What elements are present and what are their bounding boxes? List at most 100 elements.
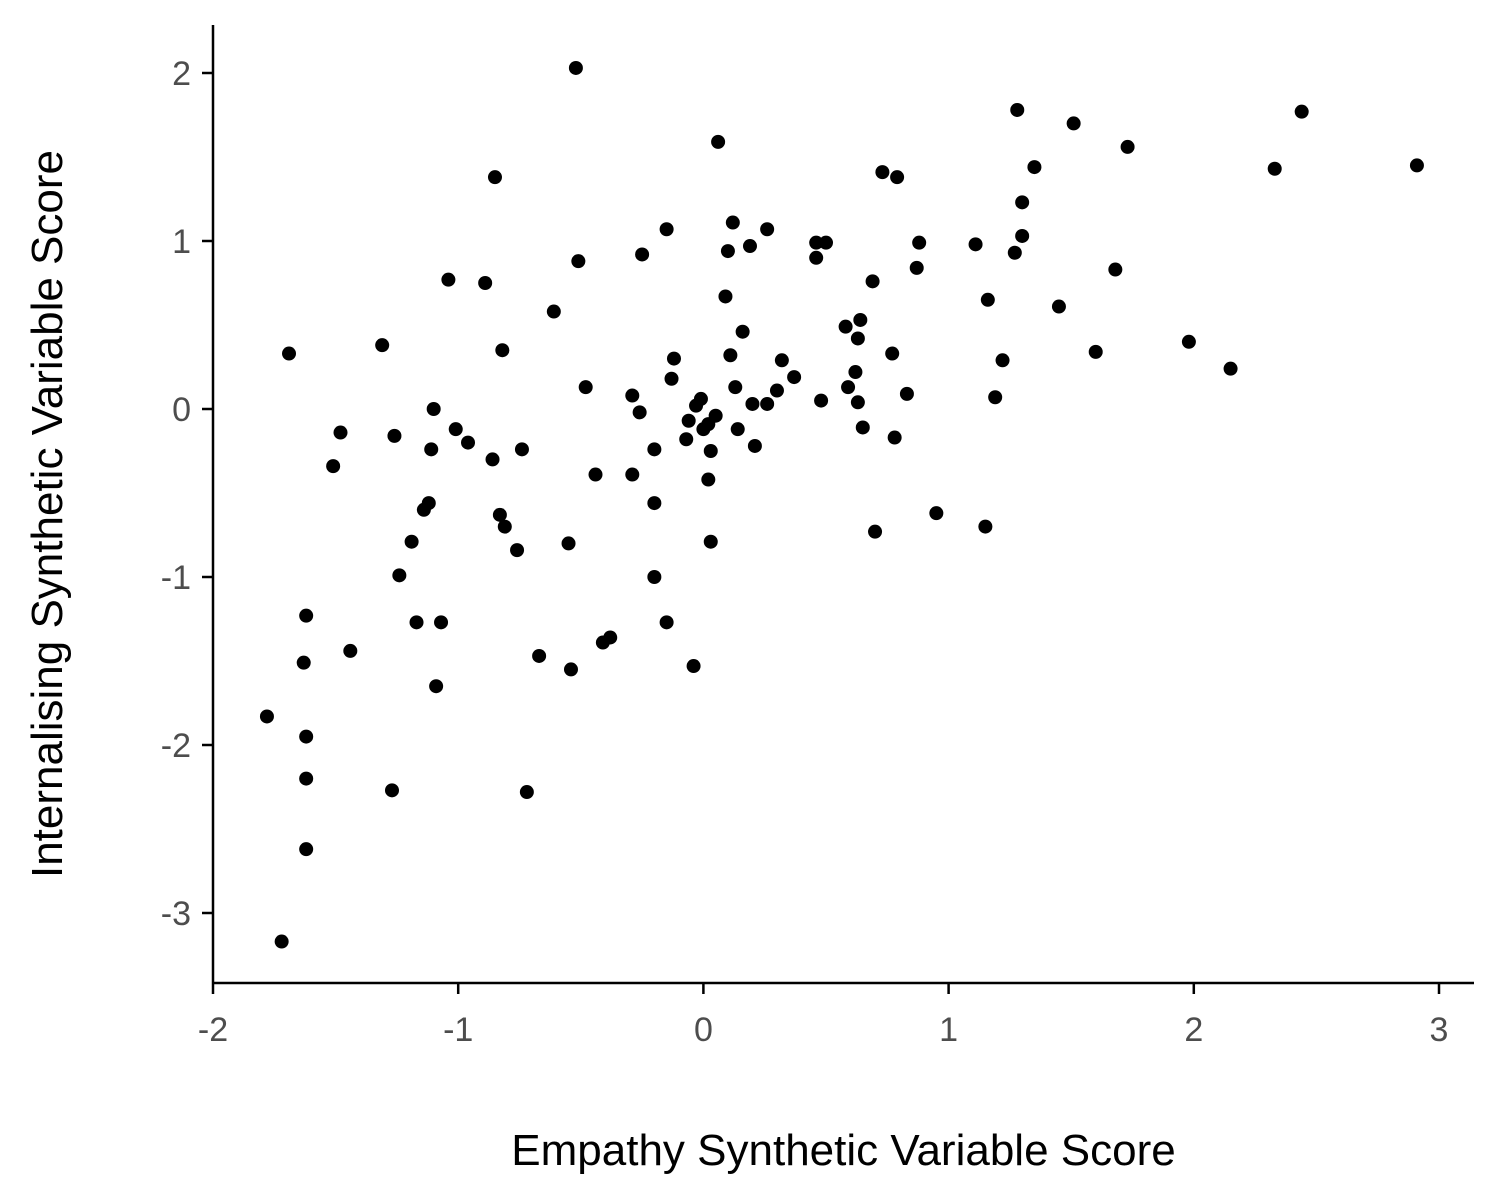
data-point	[855, 420, 870, 435]
data-point	[703, 444, 718, 458]
data-point	[929, 506, 944, 521]
data-point	[980, 292, 995, 307]
data-point	[392, 568, 407, 583]
data-point	[718, 289, 733, 304]
data-point	[259, 709, 274, 724]
data-point	[735, 324, 750, 339]
data-point	[747, 438, 762, 453]
data-point	[510, 543, 525, 558]
data-point	[760, 396, 775, 411]
data-point	[326, 459, 341, 474]
data-point	[299, 842, 314, 857]
data-point	[485, 452, 500, 467]
data-point	[723, 348, 738, 363]
data-point	[647, 442, 662, 457]
data-point	[595, 635, 610, 650]
data-point	[838, 319, 853, 334]
x-tick-label: 2	[1184, 1011, 1203, 1049]
data-point	[478, 276, 493, 290]
data-point	[375, 338, 390, 353]
data-point	[1108, 262, 1123, 277]
data-point	[416, 502, 431, 517]
y-axis-title: Internalising Synthetic Variable Score	[23, 150, 72, 878]
data-point	[625, 467, 640, 482]
data-point	[495, 343, 510, 358]
data-point	[519, 785, 534, 800]
data-point	[632, 405, 647, 420]
data-point	[725, 215, 740, 230]
data-point	[546, 304, 561, 319]
data-point	[696, 422, 711, 437]
y-tick-label: 2	[172, 55, 191, 93]
data-point	[686, 659, 701, 674]
data-point	[841, 380, 856, 395]
data-point	[850, 395, 865, 410]
data-point	[441, 272, 456, 287]
y-axis-title-group: Internalising Synthetic Variable Score	[23, 150, 72, 878]
data-point	[1181, 334, 1196, 349]
data-point	[1120, 139, 1135, 154]
data-point	[497, 519, 512, 534]
data-point	[429, 679, 444, 694]
data-point	[769, 383, 784, 398]
data-point	[853, 312, 868, 327]
data-point	[995, 353, 1010, 368]
data-point	[532, 648, 547, 663]
data-point	[728, 380, 743, 395]
data-point	[848, 365, 863, 380]
y-tick-label: -2	[161, 727, 191, 765]
data-point	[409, 615, 424, 630]
data-point	[625, 388, 640, 403]
data-point	[819, 235, 833, 250]
y-tick-label: 1	[172, 223, 191, 261]
data-point	[968, 237, 983, 252]
data-point	[720, 244, 735, 259]
data-point	[1051, 299, 1066, 314]
data-point	[1409, 158, 1424, 173]
data-point	[899, 386, 914, 401]
data-point	[387, 428, 402, 443]
data-point	[404, 534, 419, 549]
x-tick-label: 3	[1430, 1011, 1449, 1049]
y-tick-label: -1	[161, 559, 191, 597]
data-point	[760, 222, 775, 237]
data-point	[666, 351, 681, 366]
x-tick-label: 0	[694, 1011, 713, 1049]
data-point	[809, 235, 824, 250]
data-point	[1027, 160, 1042, 175]
data-point	[333, 425, 348, 440]
data-point	[774, 353, 789, 368]
data-point	[664, 371, 679, 386]
data-point	[745, 396, 760, 411]
data-point	[588, 467, 603, 482]
data-point	[1223, 361, 1238, 376]
data-point	[1267, 161, 1282, 176]
data-point	[514, 442, 529, 457]
data-point	[343, 643, 358, 658]
data-point	[711, 134, 726, 149]
data-point	[561, 536, 576, 551]
data-point	[1294, 104, 1309, 119]
data-point	[659, 615, 674, 630]
data-point	[681, 413, 696, 428]
data-point	[701, 472, 716, 487]
data-point	[887, 430, 902, 445]
data-point	[426, 402, 441, 416]
x-tick-label: -1	[443, 1011, 473, 1049]
data-point	[850, 331, 865, 346]
data-point	[703, 534, 718, 549]
data-point	[448, 422, 463, 437]
data-point	[730, 422, 745, 437]
data-point	[282, 346, 297, 361]
data-point	[424, 442, 439, 457]
y-tick-label: -3	[161, 895, 191, 933]
x-axis-title: Empathy Synthetic Variable Score	[511, 1126, 1175, 1175]
data-point	[571, 254, 586, 269]
data-point	[689, 398, 704, 413]
data-point	[868, 524, 883, 539]
data-point	[890, 170, 905, 185]
data-point	[492, 507, 507, 522]
y-tick-label: 0	[172, 391, 191, 429]
data-points	[259, 60, 1424, 949]
